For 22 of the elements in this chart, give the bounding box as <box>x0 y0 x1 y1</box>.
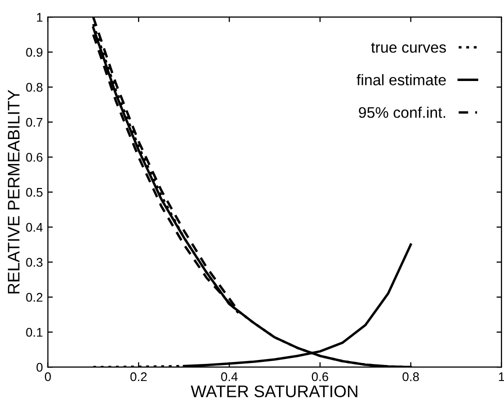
x-tick-label: 1 <box>498 372 504 382</box>
y-tick-label: 0.4 <box>26 222 43 232</box>
y-tick-label: 0.5 <box>26 188 42 197</box>
y-tick-label: 0.1 <box>26 328 42 337</box>
legend-label: true curves <box>371 42 446 53</box>
x-tick-label: 0.2 <box>130 372 147 382</box>
y-tick-label: 0.8 <box>26 82 42 92</box>
legend-label: final estimate <box>356 74 446 86</box>
x-tick-label: 0.6 <box>312 372 328 382</box>
y-tick-label: 0.6 <box>26 152 42 162</box>
x-tick-label: 0.4 <box>221 372 238 382</box>
y-tick-label: 0 <box>36 362 43 372</box>
x-axis-title: WATER SATURATION <box>190 385 358 398</box>
y-tick-label: 0.3 <box>26 258 42 267</box>
x-tick-label: 0.8 <box>402 372 419 382</box>
y-tick-label: 1 <box>37 13 42 22</box>
x-tick-label: 0 <box>44 372 51 382</box>
y-tick-label: 0.9 <box>26 48 42 57</box>
legend-label: 95% conf.int. <box>358 106 446 118</box>
y-tick-label: 0.7 <box>26 118 42 127</box>
y-axis-title: RELATIVE PERMEABILITY <box>8 90 20 294</box>
y-tick-label: 0.2 <box>26 292 42 302</box>
